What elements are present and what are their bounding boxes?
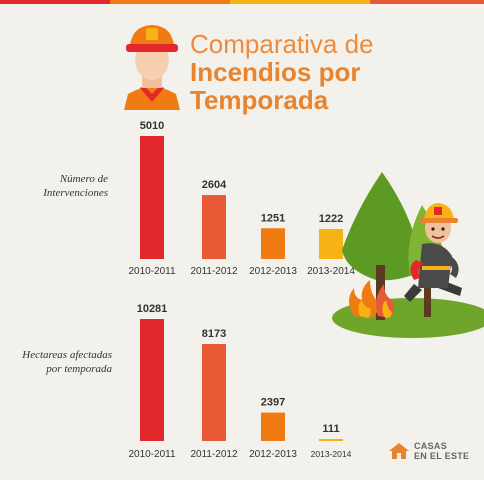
title-line-1: Comparativa de — [190, 29, 374, 59]
chart1-bar-2013-2014 — [319, 228, 343, 259]
firefighter-running-icon — [404, 203, 462, 302]
infographic-title: Comparativa de Incendios por Temporada — [190, 30, 374, 114]
chart1-category-label: 2013-2014 — [307, 266, 355, 277]
firefighter-head-icon — [124, 25, 180, 110]
chart2-bar-2013-2014 — [319, 439, 343, 441]
chart1-bar-2010-2011 — [140, 136, 164, 259]
flame-icon — [349, 280, 395, 318]
chart1-category-label: 2010-2011 — [128, 266, 176, 277]
chart1-ylabel: Número de Intervenciones — [43, 173, 108, 199]
chart1-category-label: 2012-2013 — [249, 266, 297, 277]
chart2-bar-2011-2012 — [202, 344, 226, 441]
chart1-value-label: 5010 — [140, 120, 164, 132]
chart2-value-label: 8173 — [202, 328, 226, 340]
chart2-value-label: 2397 — [261, 397, 285, 409]
chart1-bar-2011-2012 — [202, 195, 226, 259]
chart2-category-label: 2011-2012 — [190, 449, 238, 460]
casas-en-el-este-logo: CASAS EN EL ESTE — [388, 441, 469, 462]
chart1-value-label: 2604 — [202, 179, 227, 191]
chart1-value-label: 1251 — [261, 212, 285, 224]
chart1-value-label: 1222 — [319, 213, 343, 225]
logo-line-2: EN EL ESTE — [414, 451, 470, 462]
chart1-bar-2012-2013 — [261, 228, 285, 259]
chart2-bar-2010-2011 — [140, 319, 164, 441]
title-line-3: Temporada — [190, 85, 329, 116]
logo-line-1: CASAS — [414, 441, 448, 451]
house-logo-icon — [389, 443, 409, 460]
chart2-category-label: 2010-2011 — [128, 449, 176, 460]
title-line-2: Incendios por — [190, 57, 361, 88]
firefighter-scene — [332, 172, 484, 338]
chart2-bar-2012-2013 — [261, 412, 285, 441]
chart2-category-label: 2013-2014 — [311, 449, 352, 459]
chart2-value-label: 111 — [322, 423, 339, 435]
chart1-category-label: 2011-2012 — [190, 266, 238, 277]
chart2-ylabel: Hectareas afectadas por temporada — [22, 349, 112, 375]
chart2-value-label: 10281 — [137, 303, 168, 315]
chart2-category-label: 2012-2013 — [249, 449, 297, 460]
top-color-strip — [0, 0, 484, 4]
